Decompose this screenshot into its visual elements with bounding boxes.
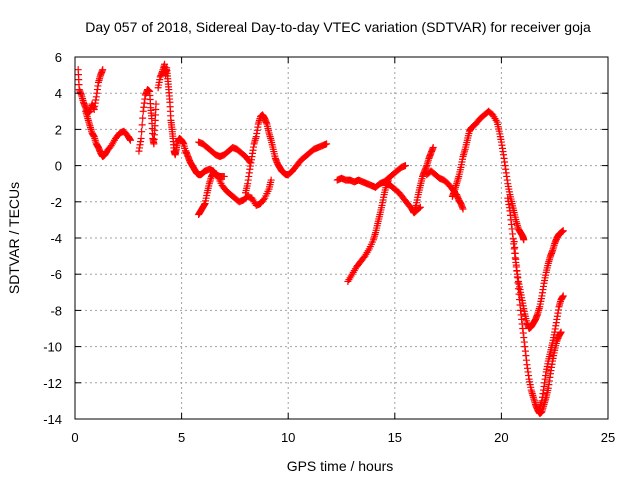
data-point-marker (137, 134, 145, 142)
data-point-marker (401, 162, 409, 170)
y-tick-label: -8 (50, 303, 62, 318)
data-point-marker (99, 66, 107, 74)
data-point-marker (520, 236, 528, 244)
data-point-marker (429, 144, 437, 151)
y-tick-label: 6 (55, 50, 62, 65)
y-tick-label: -12 (43, 376, 62, 391)
y-axis-label: SDTVAR / TECUs (6, 182, 22, 294)
y-tick-label: -14 (43, 412, 62, 427)
data-point-marker (260, 196, 268, 204)
data-point-marker (513, 267, 521, 275)
data-point-marker (559, 227, 567, 235)
data-point-marker (152, 100, 160, 108)
data-point-marker (512, 255, 520, 263)
grid-lines (75, 57, 608, 419)
data-point-marker (511, 244, 519, 252)
data-point-marker (513, 273, 521, 281)
y-tick-label: 0 (55, 159, 62, 174)
data-point-marker (220, 172, 228, 180)
data-point-marker (511, 249, 519, 257)
data-point-marker (267, 176, 275, 184)
data-point-marker (512, 261, 520, 269)
x-tick-label: 5 (178, 430, 185, 445)
y-tick-label: -4 (50, 231, 62, 246)
chart-title: Day 057 of 2018, Sidereal Day-to-day VTE… (85, 19, 591, 35)
y-tick-label: -10 (43, 340, 62, 355)
data-point-marker (557, 328, 565, 336)
data-point-marker (459, 205, 467, 213)
y-tick-label: -6 (50, 267, 62, 282)
x-tick-label: 0 (71, 430, 78, 445)
y-tick-label: -2 (50, 195, 62, 210)
x-tick-label: 10 (281, 430, 295, 445)
y-tick-label: 2 (55, 122, 62, 137)
data-points (74, 60, 567, 418)
x-tick-label: 25 (601, 430, 615, 445)
x-axis-label: GPS time / hours (287, 458, 394, 474)
data-point-marker (138, 121, 146, 129)
data-point-marker (139, 114, 147, 122)
data-point-marker (510, 238, 518, 246)
x-tick-label: 20 (494, 430, 508, 445)
data-point-marker (138, 128, 146, 136)
data-point-marker (126, 136, 134, 144)
data-point-marker (559, 292, 567, 300)
data-point-marker (514, 279, 522, 287)
data-point-marker (323, 140, 331, 148)
y-tick-label: 4 (55, 86, 62, 101)
x-tick-label: 15 (388, 430, 402, 445)
